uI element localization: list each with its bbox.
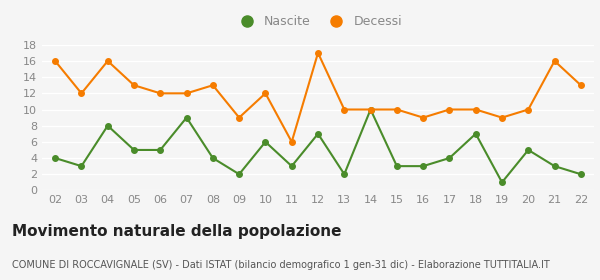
Line: Nascite: Nascite <box>52 107 584 185</box>
Decessi <box>499 116 506 119</box>
Nascite <box>288 164 295 168</box>
Decessi <box>472 108 479 111</box>
Decessi <box>78 92 85 95</box>
Legend: Nascite, Decessi: Nascite, Decessi <box>229 10 407 33</box>
Decessi <box>577 83 584 87</box>
Nascite <box>183 116 190 119</box>
Decessi <box>314 51 322 55</box>
Nascite <box>104 124 112 127</box>
Nascite <box>419 164 427 168</box>
Decessi <box>236 116 243 119</box>
Nascite <box>130 148 137 152</box>
Nascite <box>314 132 322 136</box>
Decessi <box>157 92 164 95</box>
Nascite <box>52 156 59 160</box>
Nascite <box>157 148 164 152</box>
Decessi <box>288 140 295 144</box>
Decessi <box>104 59 112 63</box>
Nascite <box>262 140 269 144</box>
Decessi <box>419 116 427 119</box>
Decessi <box>52 59 59 63</box>
Line: Decessi: Decessi <box>52 50 584 145</box>
Decessi <box>183 92 190 95</box>
Decessi <box>551 59 558 63</box>
Nascite <box>367 108 374 111</box>
Nascite <box>78 164 85 168</box>
Text: Movimento naturale della popolazione: Movimento naturale della popolazione <box>12 224 341 239</box>
Nascite <box>236 172 243 176</box>
Decessi <box>393 108 400 111</box>
Text: COMUNE DI ROCCAVIGNALE (SV) - Dati ISTAT (bilancio demografico 1 gen-31 dic) - E: COMUNE DI ROCCAVIGNALE (SV) - Dati ISTAT… <box>12 260 550 270</box>
Decessi <box>524 108 532 111</box>
Nascite <box>551 164 558 168</box>
Decessi <box>262 92 269 95</box>
Nascite <box>341 172 348 176</box>
Nascite <box>393 164 400 168</box>
Decessi <box>341 108 348 111</box>
Nascite <box>577 172 584 176</box>
Decessi <box>130 83 137 87</box>
Nascite <box>209 156 217 160</box>
Nascite <box>446 156 453 160</box>
Decessi <box>209 83 217 87</box>
Decessi <box>446 108 453 111</box>
Nascite <box>524 148 532 152</box>
Decessi <box>367 108 374 111</box>
Nascite <box>499 181 506 184</box>
Nascite <box>472 132 479 136</box>
